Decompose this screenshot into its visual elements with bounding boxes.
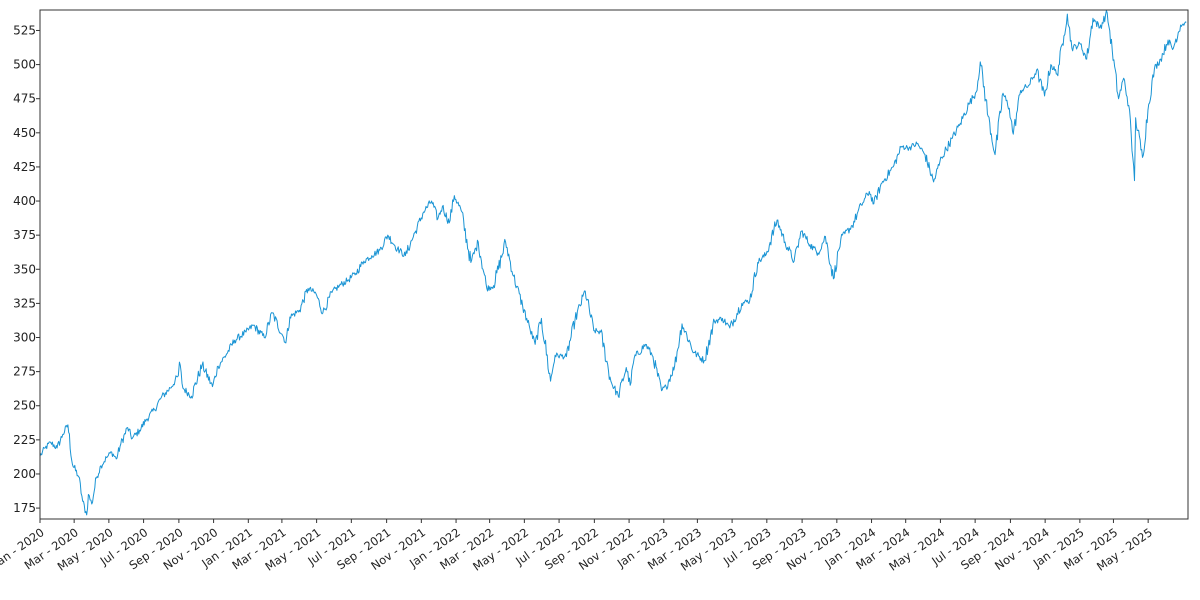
y-tick-label: 300	[13, 331, 36, 345]
y-tick-label: 500	[13, 58, 36, 72]
y-axis: 175 200 225 250 275 300 325 350 375 400 425 450 475 5…	[13, 23, 40, 515]
y-tick-label: 200	[13, 467, 36, 481]
y-tick-label: 275	[13, 365, 36, 379]
y-tick-label: 450	[13, 126, 36, 140]
y-tick-label: 250	[13, 399, 36, 413]
y-tick-label: 400	[13, 194, 36, 208]
y-tick-label: 225	[13, 433, 36, 447]
y-tick-label: 175	[13, 501, 36, 515]
y-tick-label: 325	[13, 296, 36, 310]
y-tick-label: 525	[13, 23, 36, 37]
y-tick-label: 425	[13, 160, 36, 174]
plot-area	[40, 10, 1187, 516]
plot-frame	[39, 9, 1189, 520]
series-line	[40, 10, 1187, 516]
y-tick-label: 350	[13, 262, 36, 276]
y-tick-label: 475	[13, 92, 36, 106]
y-tick-label: 375	[13, 228, 36, 242]
